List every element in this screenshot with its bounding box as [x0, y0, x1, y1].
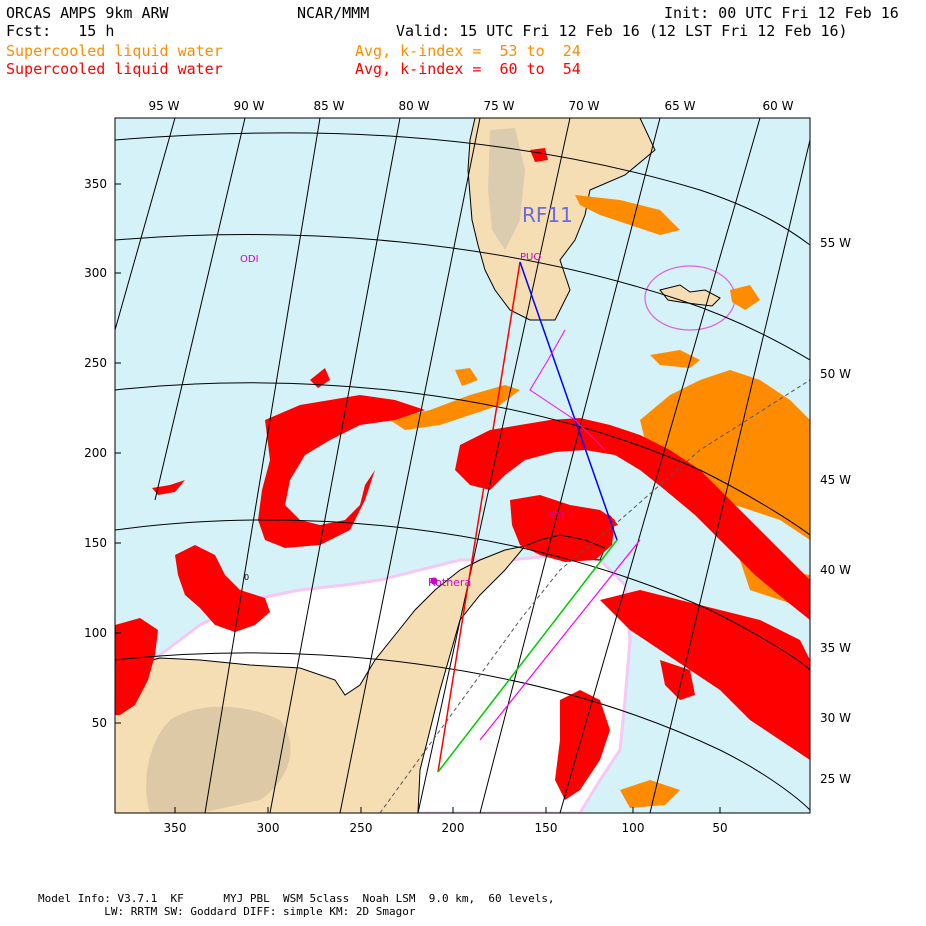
right-lon-label: 45 W [820, 473, 851, 487]
flight-label: RF11 [522, 203, 573, 227]
south-america-highlands [488, 128, 525, 250]
x-tick-label: 350 [164, 821, 187, 835]
forecast-hour: Fcst: 15 h [6, 22, 115, 40]
field1-name: Supercooled liquid water [6, 42, 223, 60]
y-tick-label: 350 [84, 177, 107, 191]
y-tick-label: 150 [84, 536, 107, 550]
init-time: Init: 00 UTC Fri 12 Feb 16 [664, 4, 899, 22]
top-lon-label: 65 W [665, 99, 696, 113]
right-lon-label: 25 W [820, 772, 851, 786]
top-lon-label: 80 W [399, 99, 430, 113]
y-tick-label: 300 [84, 266, 107, 280]
site-small-label: 0 [244, 573, 249, 582]
plot-frame [114, 117, 811, 814]
top-lon-label: 75 W [484, 99, 515, 113]
x-tick-label: 200 [442, 821, 465, 835]
model-info-line2: LW: RRTM SW: Goddard DIFF: simple KM: 2D… [38, 905, 416, 918]
right-lon-label: 35 W [820, 641, 851, 655]
top-lon-label: 70 W [569, 99, 600, 113]
top-lon-label: 85 W [314, 99, 345, 113]
red-field [115, 148, 810, 800]
right-lon-label: 40 W [820, 563, 851, 577]
y-tick-label: 200 [84, 446, 107, 460]
track-magenta [479, 539, 641, 741]
site-puq-label: PUQ [520, 252, 541, 263]
rothera-marker [430, 577, 438, 585]
track-magenta-upper [529, 329, 606, 451]
track-green [437, 539, 618, 773]
top-lon-label: 90 W [234, 99, 265, 113]
y-tick-label: 50 [92, 716, 107, 730]
y-tick-label: 250 [84, 356, 107, 370]
right-lon-label: 50 W [820, 367, 851, 381]
right-lon-label: 30 W [820, 711, 851, 725]
field2-name: Supercooled liquid water [6, 60, 223, 78]
track-red [437, 261, 521, 773]
top-lon-label: 60 W [763, 99, 794, 113]
site-rothera-label: Rothera [428, 576, 471, 589]
site-kgi-label: KGI [548, 511, 564, 521]
site-odi-label: ODI [240, 254, 259, 265]
falkland-islands [659, 284, 721, 307]
y-tick-label: 100 [84, 626, 107, 640]
valid-time: Valid: 15 UTC Fri 12 Feb 16 (12 LST Fri … [396, 22, 848, 40]
track-blue [519, 261, 618, 541]
x-tick-label: 300 [257, 821, 280, 835]
top-lon-label: 95 W [149, 99, 180, 113]
model-info-line1: Model Info: V3.7.1 KF MYJ PBL WSM 5class… [38, 892, 555, 905]
right-lon-label: 55 W [820, 236, 851, 250]
x-tick-label: 100 [622, 821, 645, 835]
x-tick-label: 150 [535, 821, 558, 835]
coastline [524, 534, 606, 549]
model-title: ORCAS AMPS 9km ARW [6, 4, 169, 22]
field2-stat: Avg, k-index = 60 to 54 [355, 60, 581, 78]
field1-stat: Avg, k-index = 53 to 24 [355, 42, 581, 60]
graticule [115, 118, 810, 813]
x-tick-label: 250 [350, 821, 373, 835]
organization-label: NCAR/MMM [297, 4, 370, 22]
x-tick-label: 50 [712, 821, 727, 835]
antarctic-interior-shading [146, 706, 291, 813]
